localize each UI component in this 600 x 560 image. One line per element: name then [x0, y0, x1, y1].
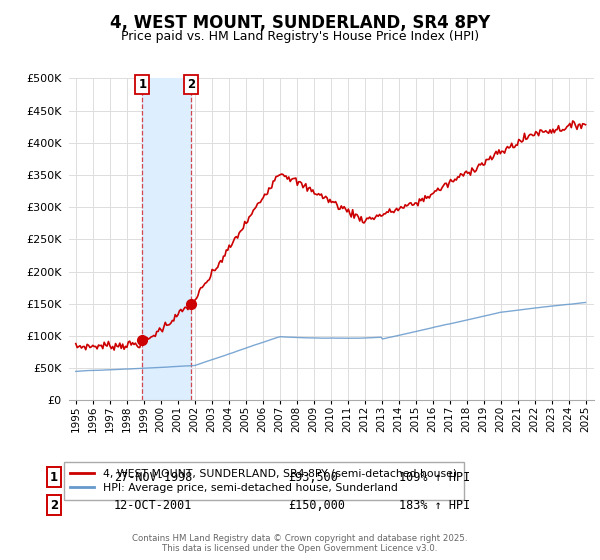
Text: 4, WEST MOUNT, SUNDERLAND, SR4 8PY: 4, WEST MOUNT, SUNDERLAND, SR4 8PY [110, 14, 490, 32]
Text: 27-NOV-1998: 27-NOV-1998 [114, 470, 193, 484]
Bar [142, 78, 191, 400]
Text: 12-OCT-2001: 12-OCT-2001 [114, 498, 193, 512]
Text: 1: 1 [50, 470, 58, 484]
Text: £150,000: £150,000 [288, 498, 345, 512]
Text: 109% ↑ HPI: 109% ↑ HPI [399, 470, 470, 484]
Text: 1: 1 [139, 78, 146, 91]
Text: 2: 2 [187, 78, 195, 91]
Text: Contains HM Land Registry data © Crown copyright and database right 2025.
This d: Contains HM Land Registry data © Crown c… [132, 534, 468, 553]
Text: Price paid vs. HM Land Registry's House Price Index (HPI): Price paid vs. HM Land Registry's House … [121, 30, 479, 43]
Text: 183% ↑ HPI: 183% ↑ HPI [399, 498, 470, 512]
Legend: 4, WEST MOUNT, SUNDERLAND, SR4 8PY (semi-detached house), HPI: Average price, se: 4, WEST MOUNT, SUNDERLAND, SR4 8PY (semi… [64, 462, 464, 500]
Text: £93,500: £93,500 [288, 470, 338, 484]
Text: 2: 2 [50, 498, 58, 512]
